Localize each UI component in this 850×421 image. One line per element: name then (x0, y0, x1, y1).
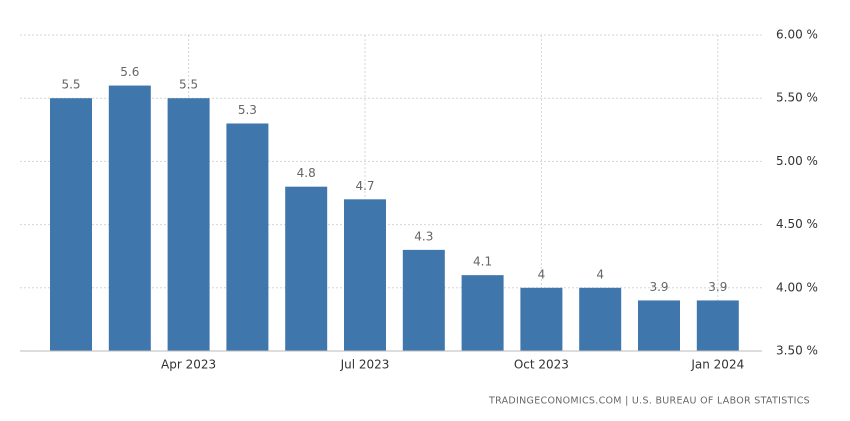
value-label: 4.8 (297, 166, 316, 180)
value-label: 4.3 (414, 229, 433, 243)
y-tick-label: 3.50 % (776, 344, 818, 358)
value-label: 5.5 (61, 78, 80, 92)
y-tick-label: 4.00 % (776, 280, 818, 294)
value-label: 4.7 (355, 179, 374, 193)
bar (520, 287, 563, 351)
x-tick-label: Jan 2024 (690, 358, 744, 372)
bar (461, 275, 504, 351)
bar (167, 98, 210, 351)
bar (344, 199, 386, 351)
value-label: 4 (538, 267, 546, 281)
y-tick-label: 5.00 % (776, 154, 818, 168)
bar (402, 249, 445, 351)
bar (226, 123, 269, 351)
value-label: 5.3 (238, 103, 257, 117)
source: TRADINGECONOMICS.COM | U.S. BUREAU OF LA… (488, 396, 810, 407)
value-label: 4 (596, 267, 604, 281)
bar (638, 300, 680, 351)
y-tick-label: 5.50 % (776, 91, 818, 105)
x-tick-label: Apr 2023 (161, 358, 216, 372)
bar (285, 186, 328, 351)
value-label: 3.9 (649, 280, 668, 294)
x-tick-label: Jul 2023 (340, 358, 390, 372)
value-label: 4.1 (473, 255, 492, 269)
bar (108, 85, 151, 351)
x-tick-label: Oct 2023 (514, 358, 569, 372)
y-tick-label: 4.50 % (776, 217, 818, 231)
bar (696, 300, 739, 351)
value-label: 5.6 (120, 65, 139, 79)
value-label: 5.5 (179, 78, 198, 92)
y-tick-label: 6.00 % (776, 28, 818, 42)
bar (50, 98, 92, 351)
bar (579, 287, 622, 351)
value-label: 3.9 (708, 280, 727, 294)
